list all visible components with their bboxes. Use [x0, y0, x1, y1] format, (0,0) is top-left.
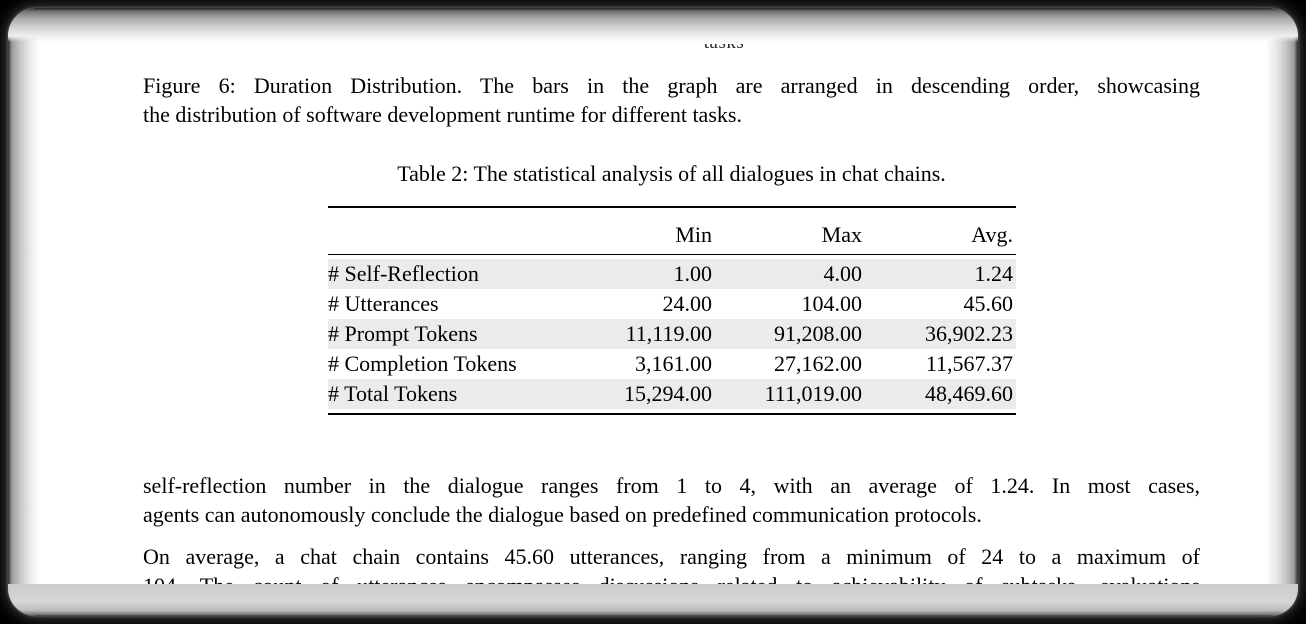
- table-row: # Total Tokens 15,294.00 111,019.00 48,4…: [328, 379, 1016, 409]
- cell-avg: 45.60: [963, 291, 1014, 316]
- paper-page: tasks Figure 6: Duration Distribution. T…: [8, 8, 1298, 616]
- table-caption: Table 2: The statistical analysis of all…: [397, 161, 946, 186]
- body-paragraph-2-line-1: On average, a chat chain contains 45.60 …: [143, 544, 1200, 569]
- cell-avg: 11,567.37: [925, 351, 1013, 376]
- cell-avg: 1.24: [862, 259, 1016, 289]
- cell-min: 11,119.00: [576, 319, 712, 349]
- cell-min: 15,294.00: [576, 379, 712, 409]
- table-row: # Utterances 24.00 104.00 45.60: [328, 289, 1016, 319]
- column-header-min: Min: [576, 207, 712, 255]
- row-label: # Completion Tokens: [328, 351, 517, 376]
- table-row: # Prompt Tokens 11,119.00 91,208.00 36,9…: [328, 319, 1016, 349]
- figure-caption-line-2: the distribution of software development…: [143, 102, 742, 127]
- clipped-chart-label: tasks: [676, 44, 772, 52]
- right-edge-shadow: [1266, 8, 1298, 616]
- header-empty-cell: [328, 207, 576, 255]
- cell-avg: 36,902.23: [862, 319, 1016, 349]
- cell-max: 111,019.00: [712, 379, 862, 409]
- cell-max: 4.00: [712, 259, 862, 289]
- body-paragraph-2-line-2-clipped: 104. The count of utterances encompasses…: [143, 573, 1200, 598]
- cell-max: 27,162.00: [774, 351, 862, 376]
- row-label: # Self-Reflection: [328, 259, 576, 289]
- body-paragraph-1-line-2: agents can autonomously conclude the dia…: [143, 502, 982, 527]
- row-label: # Prompt Tokens: [328, 319, 576, 349]
- cell-max: 104.00: [801, 291, 863, 316]
- row-label: # Total Tokens: [328, 379, 576, 409]
- top-edge-shadow: [8, 8, 1298, 42]
- figure-caption-line-1: Figure 6: Duration Distribution. The bar…: [143, 73, 1200, 98]
- left-edge-shadow: [8, 8, 40, 616]
- cell-min: 24.00: [662, 291, 713, 316]
- rule-spacer: [328, 409, 1016, 414]
- cell-min: 3,161.00: [635, 351, 712, 376]
- cell-max: 91,208.00: [712, 319, 862, 349]
- table-row: # Completion Tokens 3,161.00 27,162.00 1…: [328, 349, 1016, 379]
- row-label: # Utterances: [328, 291, 439, 316]
- body-paragraph-1-line-1: self-reflection number in the dialogue r…: [143, 473, 1200, 498]
- statistics-table: Min Max Avg. # Self-Reflection 1.00 4.00…: [328, 206, 1016, 415]
- chart-xaxis-label-fragment: tasks: [676, 44, 772, 52]
- table-header-row: Min Max Avg.: [328, 207, 1016, 255]
- table-row: # Self-Reflection 1.00 4.00 1.24: [328, 259, 1016, 289]
- cell-avg: 48,469.60: [862, 379, 1016, 409]
- cell-min: 1.00: [576, 259, 712, 289]
- column-header-avg: Avg.: [862, 207, 1016, 255]
- column-header-max: Max: [712, 207, 862, 255]
